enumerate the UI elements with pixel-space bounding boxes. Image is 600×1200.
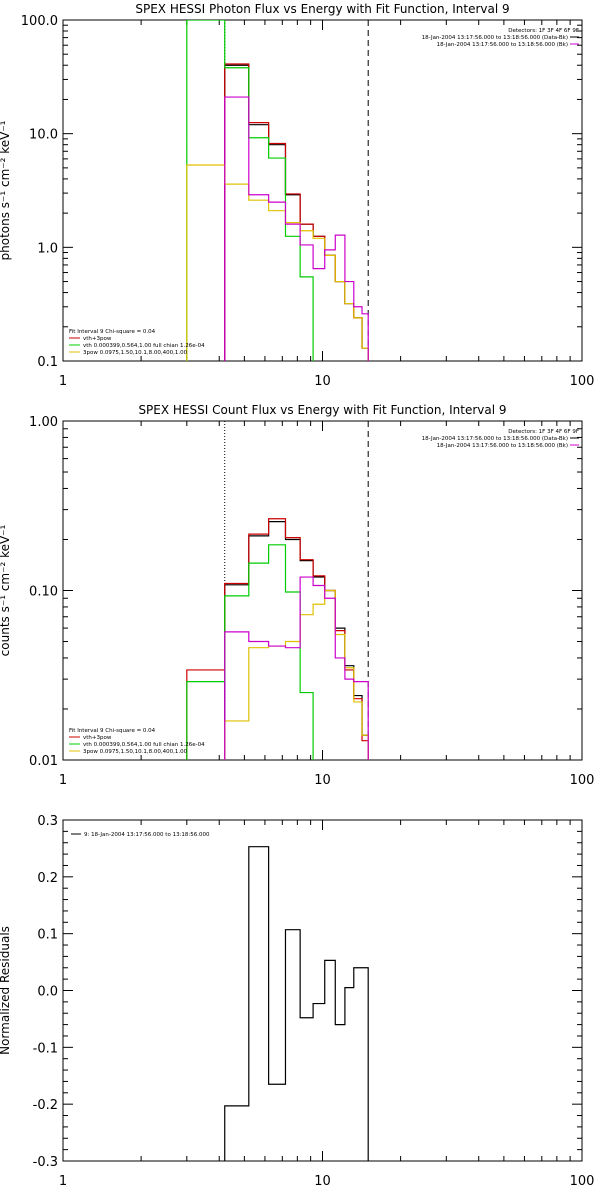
series-3-histogram (186, 20, 314, 361)
x-tick-label: 1 (59, 773, 67, 788)
legend-entry: Detectors: 1F 3F 4F 6F 9F (508, 28, 579, 34)
x-tick-label: 100 (570, 374, 595, 389)
legend-entry: 18-Jan-2004 13:17:56.000 to 13:18:56.000… (422, 436, 568, 442)
plot-frame (62, 819, 583, 1162)
x-tick-label: 100 (570, 1174, 595, 1189)
x-tick-label: 1 (59, 374, 67, 389)
y-tick-label: 0.01 (29, 754, 58, 769)
chart-title: SPEX HESSI Count Flux vs Energy with Fit… (138, 403, 506, 417)
x-tick-label: 1 (59, 1174, 67, 1189)
y-tick-label: -0.3 (33, 1155, 58, 1170)
series-4-histogram (224, 589, 369, 760)
legend-entry: Fit Interval 9 Chi-square = 0.04 (69, 329, 156, 335)
y-tick-label: 0.1 (37, 928, 58, 943)
y-tick-label: 0.0 (37, 985, 58, 1000)
x-tick-label: 10 (314, 1174, 331, 1189)
data-area (186, 20, 369, 361)
series-1-histogram (224, 846, 369, 1161)
legend-entry: 9: 18-Jan-2004 13:17:56.000 to 13:18:56.… (84, 832, 210, 838)
series-2-histogram (224, 63, 369, 361)
y-tick-label: 0.3 (37, 814, 58, 829)
chart-title: SPEX HESSI Photon Flux vs Energy with Fi… (135, 2, 509, 16)
legend-bottom-left: Fit Interval 9 Chi-square = 0.04vth+3pow… (69, 329, 205, 356)
series-1-histogram (224, 520, 369, 760)
legend-entry: vth 0.000399,0.564,1.00 full chian 1.26e… (83, 343, 205, 349)
y-tick-label: 1.0 (37, 241, 58, 256)
legend-entry: vth 0.000399,0.564,1.00 full chian 1.26e… (83, 742, 205, 748)
data-area (186, 421, 369, 760)
legend-entry: Detectors: 1F 3F 4F 6F 9F (508, 429, 579, 435)
plot-frame (62, 420, 583, 761)
y-tick-label: 10.0 (29, 128, 58, 143)
y-tick-label: -0.2 (33, 1098, 58, 1113)
legend-entry: 3pow 0.0975,1.50,10.1,8.00,400,1.00 (83, 749, 188, 755)
y-tick-label: 0.1 (37, 355, 58, 370)
chart-panel-1: SPEX HESSI Photon Flux vs Energy with Fi… (0, 2, 594, 389)
chart-panel-3: Normalized Residuals 1 10 100 -0.3 -0.2 -0.1 0.… (0, 814, 594, 1189)
y-axis-label: photons s⁻¹ cm⁻² keV⁻¹ (0, 120, 12, 260)
y-axis-label: counts s⁻¹ cm⁻² keV⁻¹ (0, 524, 12, 656)
legend-entry: 3pow 0.0975,1.50,10.1,8.00,400,1.00 (83, 350, 188, 356)
legend-entry: 18-Jan-2004 13:17:56.000 to 13:18:56.000… (437, 42, 568, 48)
y-axis-label: Normalized Residuals (0, 926, 12, 1055)
y-tick-label: -0.1 (33, 1041, 58, 1056)
x-tick-label: 10 (314, 374, 331, 389)
legend-entry: 18-Jan-2004 13:17:56.000 to 13:18:56.000… (437, 443, 568, 449)
series-5-histogram (224, 96, 369, 361)
series-1-histogram (224, 64, 369, 361)
y-tick-label: 0.2 (37, 871, 58, 886)
x-tick-label: 100 (570, 773, 595, 788)
data-area (224, 846, 369, 1161)
legend-entry: Fit Interval 9 Chi-square = 0.04 (69, 728, 156, 734)
series-2-histogram (186, 518, 369, 760)
series-5-histogram (224, 576, 369, 760)
series-3-histogram (186, 544, 314, 760)
plot-frame (62, 19, 583, 362)
legend-entry: vth+3pow (83, 735, 112, 741)
legend-top-left: 9: 18-Jan-2004 13:17:56.000 to 13:18:56.… (71, 832, 210, 838)
chart-panel-2: SPEX HESSI Count Flux vs Energy with Fit… (0, 403, 594, 788)
legend-entry: 18-Jan-2004 13:17:56.000 to 13:18:56.000… (422, 35, 568, 41)
legend-entry: vth+3pow (83, 336, 112, 342)
y-tick-label: 0.10 (29, 585, 58, 600)
y-tick-label: 100.0 (21, 14, 58, 29)
legend-bottom-left: Fit Interval 9 Chi-square = 0.04vth+3pow… (69, 728, 205, 755)
y-tick-label: 1.00 (29, 415, 58, 430)
x-tick-label: 10 (314, 773, 331, 788)
series-4-histogram (186, 164, 369, 361)
